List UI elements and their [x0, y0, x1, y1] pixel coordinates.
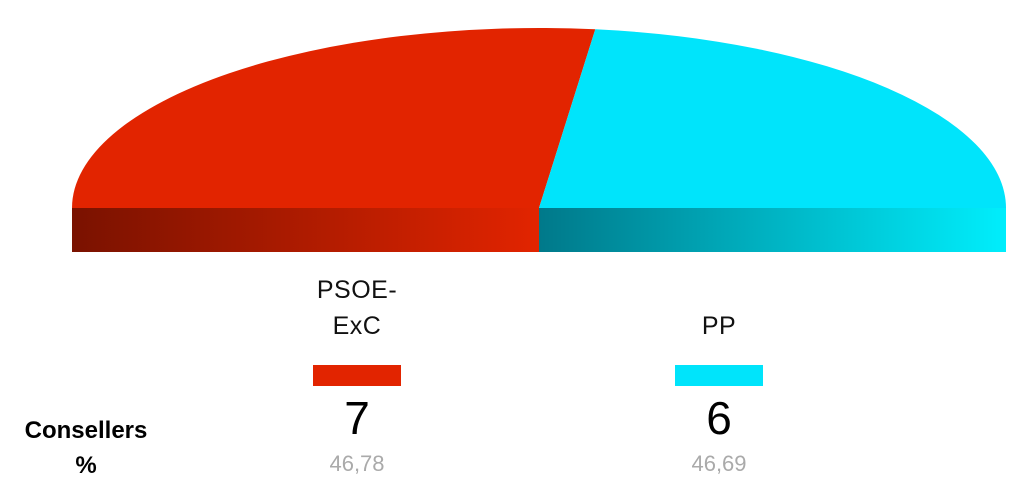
- party-name: PSOE- ExC: [267, 272, 447, 344]
- party-swatch: [675, 365, 763, 386]
- party-name: PP: [629, 308, 809, 344]
- party-swatch: [313, 365, 401, 386]
- party-seats: 7: [344, 392, 370, 444]
- pie-slice-0: [72, 28, 596, 209]
- row-label-seats: Consellers: [24, 417, 148, 444]
- party-name-line: ExC: [332, 312, 382, 340]
- pie-slice-1: [539, 29, 1006, 208]
- half-pie-chart: [72, 28, 1006, 252]
- party-percent: 46,78: [329, 451, 385, 476]
- party-name-line: PSOE-: [316, 276, 398, 304]
- party-seats: 6: [706, 392, 732, 444]
- party-percent: 46,69: [691, 451, 747, 476]
- pie-side-1: [539, 208, 1006, 252]
- row-label-percent: %: [75, 452, 97, 479]
- party-name-line: PP: [701, 312, 737, 340]
- pie-side-0: [72, 208, 539, 252]
